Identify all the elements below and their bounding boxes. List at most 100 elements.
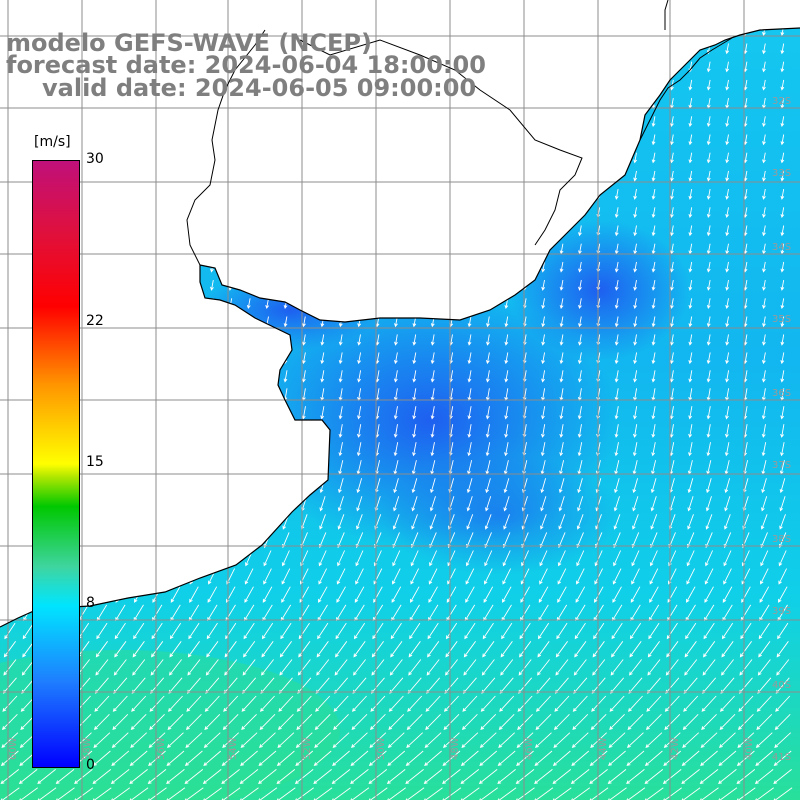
wind-arrow [467, 370, 472, 383]
wind-arrow [761, 442, 767, 457]
wind-arrow [633, 152, 638, 164]
wind-arrow [681, 769, 700, 784]
wind-arrow [479, 732, 497, 748]
wind-arrow [651, 134, 656, 146]
wind-arrow [390, 641, 403, 658]
wind-arrow [502, 568, 512, 585]
wind-arrow [780, 352, 785, 365]
wind-arrow [169, 659, 182, 676]
wind-arrow [424, 732, 442, 748]
wind-arrow [724, 442, 730, 457]
wind-arrow [614, 189, 619, 200]
wind-arrow [762, 134, 766, 146]
wind-arrow [224, 659, 238, 676]
wind-arrow [706, 334, 711, 346]
wind-arrow [614, 478, 620, 494]
wind-arrow [760, 514, 768, 530]
wind-arrow [776, 641, 789, 658]
wind-arrow [467, 424, 472, 438]
wind-arrow [239, 769, 259, 784]
wind-arrow [780, 207, 785, 219]
wind-arrow [393, 424, 398, 438]
wind-arrow [540, 478, 547, 494]
wind-arrow [706, 298, 711, 310]
wind-arrow [202, 769, 222, 784]
wind-arrow [646, 695, 662, 712]
wind-arrow [609, 713, 625, 730]
wind-arrow [572, 713, 589, 730]
wind-arrow [780, 134, 785, 146]
wind-arrow [408, 641, 421, 658]
wind-arrow [594, 550, 603, 567]
wind-arrow [722, 622, 734, 640]
wind-arrow [485, 442, 491, 457]
wind-arrow [775, 695, 791, 712]
wind-arrow [762, 280, 766, 291]
light-wind-band [0, 650, 340, 800]
wind-arrow [188, 622, 200, 640]
latitude-label: 34S [772, 242, 791, 253]
wind-arrow [613, 496, 620, 512]
wind-arrow [553, 732, 571, 748]
wind-arrow [224, 641, 237, 658]
longitude-label: 48W [450, 737, 461, 760]
wind-arrow [465, 586, 475, 603]
wind-arrow [3, 659, 17, 676]
wind-arrow [204, 713, 221, 730]
wind-arrow [318, 550, 327, 567]
wind-arrow [466, 478, 473, 494]
wind-arrow [608, 750, 626, 767]
wind-arrow [670, 316, 674, 328]
wind-arrow [295, 732, 313, 748]
wind-arrow [758, 641, 771, 658]
wind-arrow [465, 568, 475, 585]
wind-arrow [485, 370, 490, 383]
wind-arrow [578, 280, 582, 291]
wind-arrow [613, 514, 621, 530]
wind-arrow [774, 713, 791, 730]
wind-arrow [357, 370, 362, 383]
wind-arrow [388, 713, 405, 730]
wind-arrow [301, 406, 306, 420]
wind-arrow [261, 641, 274, 658]
wind-arrow [336, 568, 346, 585]
wind-arrow [723, 550, 732, 567]
wind-arrow [520, 568, 530, 585]
wind-arrow [670, 334, 674, 346]
wind-arrow [780, 370, 785, 383]
wind-arrow [486, 334, 490, 346]
wind-arrow [296, 695, 312, 712]
wind-arrow [91, 787, 112, 800]
wind-arrow [207, 586, 218, 603]
wind-arrow [688, 225, 693, 237]
wind-arrow [96, 622, 108, 640]
wind-arrow [688, 406, 693, 420]
wind-arrow [737, 713, 754, 730]
wind-arrow [725, 189, 730, 200]
wind-arrow [670, 189, 674, 200]
wind-arrow [681, 750, 700, 767]
wind-arrow [279, 659, 293, 676]
wind-arrow [319, 496, 326, 512]
wind-arrow [533, 787, 554, 800]
wind-arrow [669, 352, 674, 365]
wind-arrow [22, 622, 34, 640]
latitude-label: 37S [772, 460, 791, 471]
wind-arrow [114, 641, 127, 658]
wind-arrow [647, 641, 660, 658]
wind-arrow [338, 334, 343, 346]
wind-arrow [699, 769, 719, 784]
wind-arrow [688, 280, 693, 291]
wind-arrow [391, 568, 401, 585]
wind-arrow [687, 478, 694, 494]
wind-arrow [590, 713, 607, 730]
wind-arrow [301, 370, 306, 383]
wind-arrow [392, 514, 400, 530]
wind-arrow [558, 514, 566, 530]
wind-arrow [280, 622, 292, 640]
wind-arrow [130, 713, 147, 730]
wind-arrow [718, 769, 737, 784]
wind-arrow [392, 550, 401, 567]
wind-arrow [762, 61, 766, 73]
